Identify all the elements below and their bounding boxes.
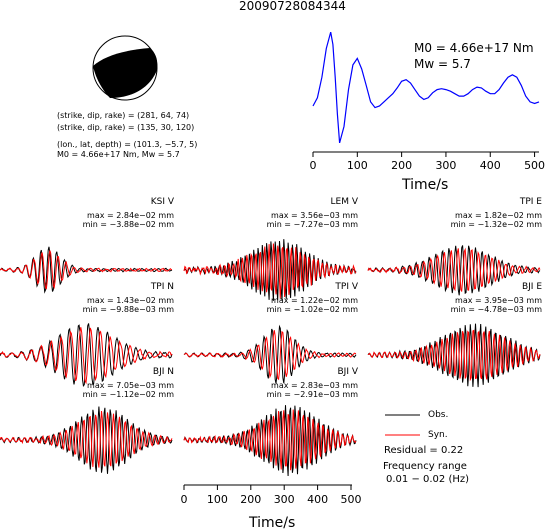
station-name: TPI V (335, 283, 358, 292)
stf-tick-label: 400 (480, 159, 501, 172)
station-panel (184, 239, 356, 301)
station-name: KSI V (151, 198, 174, 207)
station-min: min = −7.27e−03 mm (267, 221, 358, 229)
station-max: max = 3.56e−03 mm (271, 212, 358, 220)
stf-mw-label: Mw = 5.7 (414, 58, 471, 70)
stf-tick-label: 200 (391, 159, 412, 172)
waveform-panels (0, 239, 540, 476)
legend-obs-label: Obs. (428, 411, 448, 420)
mechanism-moment: M0 = 4.66e+17 Nm, Mw = 5.7 (57, 151, 180, 159)
waveform-tick-label: 100 (207, 493, 228, 506)
stf-xlabel: Time/s (402, 178, 448, 192)
station-name: LEM V (331, 198, 358, 207)
beachball (93, 36, 157, 100)
station-max: max = 2.83e−03 mm (271, 382, 358, 390)
station-panel (368, 245, 540, 295)
station-panel (184, 405, 356, 476)
station-panel (0, 407, 172, 474)
frequency-range-label: Frequency range (383, 462, 467, 472)
waveform-tick-label: 400 (307, 493, 328, 506)
waveform-tick-label: 300 (274, 493, 295, 506)
stf-tick-label: 500 (524, 159, 545, 172)
station-min: min = −1.12e−02 mm (83, 391, 174, 399)
stf-tick-label: 0 (310, 159, 317, 172)
residual-label: Residual = 0.22 (384, 446, 463, 456)
observed-trace (0, 247, 172, 292)
mechanism-plane1: (strike, dip, rake) = (281, 64, 74) (57, 112, 189, 120)
station-panel (184, 327, 356, 384)
observed-trace (0, 323, 172, 385)
station-max: max = 1.22e−02 mm (271, 297, 358, 305)
station-max: max = 2.84e−02 mm (87, 212, 174, 220)
station-name: BJI V (337, 368, 358, 377)
observed-trace (0, 407, 172, 474)
station-min: min = −2.91e−03 mm (267, 391, 358, 399)
waveform-tick-label: 500 (341, 493, 362, 506)
station-panel (0, 247, 172, 292)
station-panel (368, 324, 540, 388)
legend-syn-label: Syn. (428, 431, 448, 440)
waveform-xlabel: Time/s (249, 516, 295, 530)
waveform-x-axis: 0 100 200 300 400 500 (181, 485, 362, 506)
waveform-tick-label: 200 (240, 493, 261, 506)
mechanism-location: (lon., lat, depth) = (101.3, −5.7, 5) (57, 141, 197, 149)
station-name: BJI E (522, 283, 542, 292)
mechanism-plane2: (strike, dip, rake) = (135, 30, 120) (57, 124, 194, 132)
synthetic-trace (368, 330, 540, 379)
station-max: max = 7.05e−03 mm (87, 382, 174, 390)
station-max: max = 1.82e−02 mm (455, 212, 542, 220)
station-min: min = −3.88e−02 mm (83, 221, 174, 229)
station-name: TPI N (151, 283, 174, 292)
station-name: BJI N (153, 368, 174, 377)
synthetic-trace (184, 244, 356, 299)
station-name: TPI E (520, 198, 542, 207)
synthetic-trace (0, 251, 172, 289)
station-min: min = −1.32e−02 mm (451, 221, 542, 229)
stf-m0-label: M0 = 4.66e+17 Nm (414, 42, 534, 54)
station-max: max = 1.43e−02 mm (87, 297, 174, 305)
frequency-range-value: 0.01 − 0.02 (Hz) (386, 475, 469, 485)
station-min: min = −1.02e−02 mm (267, 306, 358, 314)
station-panel (0, 323, 172, 385)
station-max: max = 3.95e−03 mm (455, 297, 542, 305)
station-min: min = −4.78e−03 mm (451, 306, 542, 314)
stf-tick-label: 100 (347, 159, 368, 172)
waveform-tick-label: 0 (181, 493, 188, 506)
station-min: min = −9.88e−03 mm (83, 306, 174, 314)
legend (385, 415, 420, 435)
stf-tick-label: 300 (435, 159, 456, 172)
